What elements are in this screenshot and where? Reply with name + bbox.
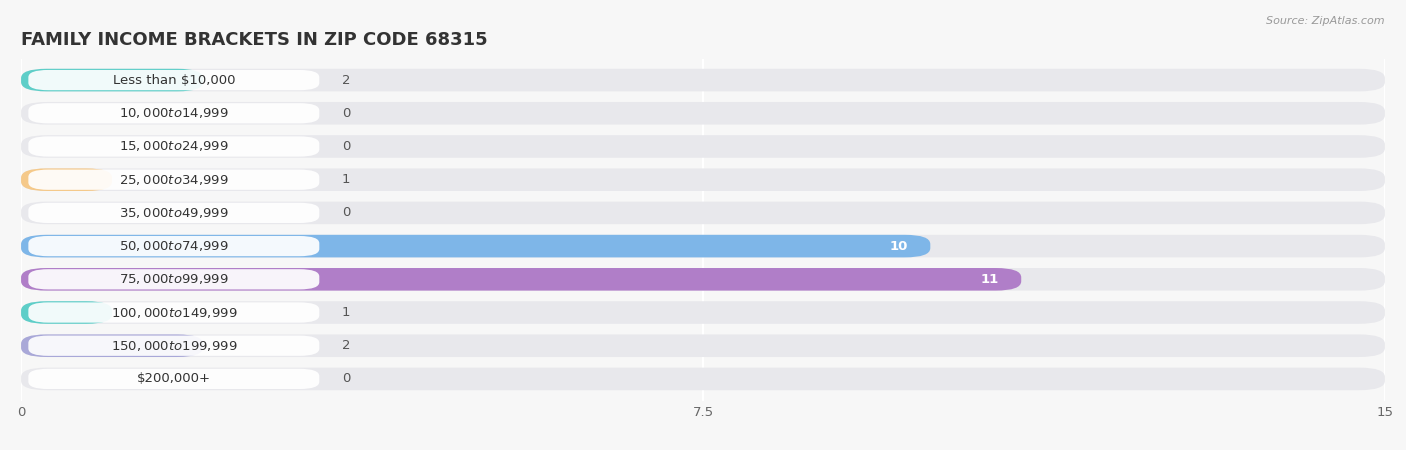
Text: $100,000 to $149,999: $100,000 to $149,999 [111, 306, 238, 320]
FancyBboxPatch shape [28, 103, 319, 123]
FancyBboxPatch shape [28, 136, 319, 157]
Text: 0: 0 [342, 207, 350, 220]
FancyBboxPatch shape [21, 268, 1385, 291]
Text: $25,000 to $34,999: $25,000 to $34,999 [120, 173, 229, 187]
FancyBboxPatch shape [21, 69, 202, 91]
FancyBboxPatch shape [28, 336, 319, 356]
Text: 1: 1 [342, 306, 350, 319]
Text: 2: 2 [342, 339, 350, 352]
Text: FAMILY INCOME BRACKETS IN ZIP CODE 68315: FAMILY INCOME BRACKETS IN ZIP CODE 68315 [21, 31, 488, 49]
FancyBboxPatch shape [28, 70, 319, 90]
Text: 0: 0 [342, 373, 350, 385]
FancyBboxPatch shape [21, 334, 202, 357]
Text: $150,000 to $199,999: $150,000 to $199,999 [111, 339, 238, 353]
FancyBboxPatch shape [28, 170, 319, 190]
Text: $50,000 to $74,999: $50,000 to $74,999 [120, 239, 229, 253]
FancyBboxPatch shape [28, 203, 319, 223]
FancyBboxPatch shape [28, 369, 319, 389]
FancyBboxPatch shape [21, 69, 1385, 91]
FancyBboxPatch shape [28, 236, 319, 256]
Text: $200,000+: $200,000+ [136, 373, 211, 385]
Text: $75,000 to $99,999: $75,000 to $99,999 [120, 272, 229, 286]
FancyBboxPatch shape [21, 235, 1385, 257]
Text: 2: 2 [342, 74, 350, 86]
FancyBboxPatch shape [21, 168, 1385, 191]
FancyBboxPatch shape [21, 301, 112, 324]
Text: $35,000 to $49,999: $35,000 to $49,999 [120, 206, 229, 220]
FancyBboxPatch shape [21, 334, 1385, 357]
Text: 11: 11 [980, 273, 998, 286]
FancyBboxPatch shape [21, 168, 112, 191]
FancyBboxPatch shape [21, 268, 1021, 291]
Text: $15,000 to $24,999: $15,000 to $24,999 [120, 140, 229, 153]
Text: Source: ZipAtlas.com: Source: ZipAtlas.com [1267, 16, 1385, 26]
FancyBboxPatch shape [21, 301, 1385, 324]
FancyBboxPatch shape [21, 235, 931, 257]
FancyBboxPatch shape [28, 302, 319, 323]
Text: $10,000 to $14,999: $10,000 to $14,999 [120, 106, 229, 120]
Text: 0: 0 [342, 140, 350, 153]
FancyBboxPatch shape [28, 269, 319, 289]
Text: Less than $10,000: Less than $10,000 [112, 74, 235, 86]
FancyBboxPatch shape [21, 102, 1385, 125]
FancyBboxPatch shape [21, 368, 1385, 390]
Text: 10: 10 [889, 239, 908, 252]
FancyBboxPatch shape [21, 135, 1385, 158]
FancyBboxPatch shape [21, 202, 1385, 224]
Text: 1: 1 [342, 173, 350, 186]
Text: 0: 0 [342, 107, 350, 120]
